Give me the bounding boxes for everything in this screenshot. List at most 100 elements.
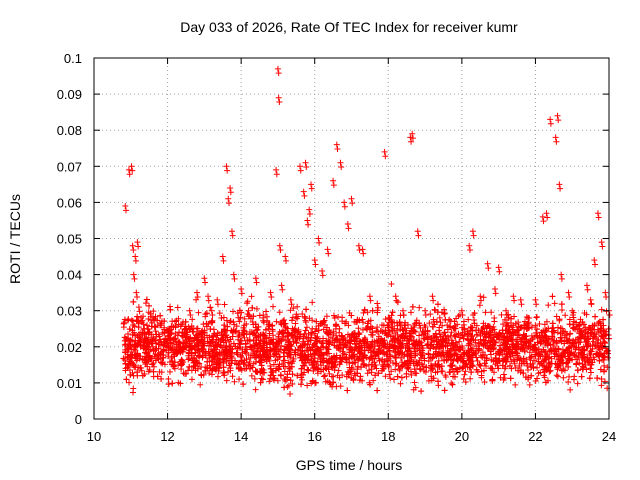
data-point bbox=[223, 355, 230, 362]
data-point bbox=[328, 373, 335, 380]
data-point bbox=[434, 368, 441, 375]
data-point bbox=[389, 309, 396, 316]
data-point bbox=[513, 340, 520, 347]
data-point bbox=[278, 329, 285, 336]
data-point bbox=[127, 371, 134, 378]
data-point bbox=[372, 372, 379, 379]
data-point bbox=[236, 376, 243, 383]
data-point bbox=[194, 289, 200, 296]
data-point bbox=[535, 350, 542, 357]
data-point bbox=[397, 380, 404, 387]
data-point bbox=[449, 381, 456, 388]
data-point bbox=[229, 373, 236, 380]
data-point bbox=[496, 346, 503, 353]
data-point bbox=[403, 370, 410, 377]
data-point bbox=[136, 308, 143, 315]
data-point bbox=[188, 323, 195, 330]
data-point bbox=[556, 316, 563, 323]
data-point bbox=[181, 370, 188, 377]
data-point bbox=[178, 362, 185, 369]
data-point bbox=[336, 374, 343, 381]
data-point bbox=[439, 338, 446, 345]
data-point bbox=[202, 279, 209, 286]
data-point bbox=[488, 309, 495, 316]
data-point bbox=[219, 253, 226, 260]
data-point bbox=[512, 329, 519, 336]
data-point bbox=[290, 305, 297, 312]
data-point bbox=[339, 314, 346, 321]
data-point bbox=[466, 348, 473, 355]
data-point bbox=[448, 380, 455, 387]
data-point bbox=[266, 378, 273, 385]
data-point bbox=[311, 355, 318, 362]
data-point bbox=[177, 323, 184, 330]
data-point bbox=[147, 355, 154, 362]
data-point bbox=[398, 374, 405, 381]
data-point bbox=[469, 363, 476, 370]
data-point bbox=[334, 343, 341, 350]
data-point bbox=[603, 293, 610, 300]
data-point bbox=[273, 351, 280, 358]
data-point bbox=[287, 354, 293, 361]
data-point bbox=[496, 268, 503, 275]
data-point bbox=[459, 345, 466, 352]
data-point bbox=[453, 315, 460, 322]
data-point bbox=[360, 319, 367, 326]
data-point bbox=[565, 379, 572, 386]
data-point bbox=[543, 210, 550, 217]
data-point bbox=[179, 329, 186, 336]
data-point bbox=[558, 301, 565, 308]
data-point bbox=[344, 368, 351, 375]
data-point bbox=[220, 364, 227, 371]
data-point bbox=[302, 319, 309, 326]
data-point bbox=[386, 371, 393, 378]
data-point bbox=[433, 318, 440, 325]
data-point bbox=[594, 375, 601, 382]
data-point bbox=[131, 323, 138, 330]
data-point bbox=[124, 364, 131, 371]
data-point bbox=[407, 309, 414, 316]
data-point bbox=[595, 320, 602, 327]
data-point bbox=[225, 195, 232, 202]
data-point bbox=[540, 358, 547, 365]
data-point bbox=[416, 320, 423, 327]
data-point bbox=[242, 340, 249, 347]
data-point bbox=[247, 343, 254, 350]
data-point bbox=[250, 337, 257, 344]
data-point bbox=[420, 335, 427, 342]
data-point bbox=[338, 332, 345, 339]
data-point bbox=[152, 357, 159, 364]
data-point bbox=[357, 373, 364, 380]
data-point bbox=[566, 321, 573, 328]
data-point bbox=[447, 369, 454, 376]
data-point bbox=[174, 304, 181, 311]
data-point bbox=[256, 340, 263, 347]
data-point bbox=[558, 306, 565, 313]
data-point bbox=[497, 332, 504, 339]
data-point bbox=[557, 330, 564, 337]
data-point bbox=[374, 328, 381, 335]
data-point bbox=[240, 361, 247, 368]
data-point bbox=[399, 333, 406, 340]
data-point bbox=[185, 355, 192, 362]
data-point bbox=[260, 353, 267, 360]
data-point bbox=[129, 318, 136, 325]
data-point bbox=[577, 349, 584, 356]
data-point bbox=[491, 286, 498, 293]
data-point bbox=[593, 351, 600, 358]
data-point bbox=[359, 246, 366, 253]
data-point bbox=[231, 378, 238, 385]
data-point bbox=[536, 321, 543, 328]
data-point bbox=[246, 358, 253, 365]
data-point bbox=[532, 378, 539, 385]
data-point bbox=[501, 316, 508, 323]
data-point bbox=[287, 377, 294, 384]
grid bbox=[94, 58, 609, 419]
data-point bbox=[395, 348, 402, 355]
data-point bbox=[209, 338, 216, 345]
data-point bbox=[216, 310, 223, 317]
data-point bbox=[146, 366, 153, 373]
data-point bbox=[540, 218, 547, 225]
data-point bbox=[227, 336, 234, 343]
data-point bbox=[318, 351, 325, 358]
